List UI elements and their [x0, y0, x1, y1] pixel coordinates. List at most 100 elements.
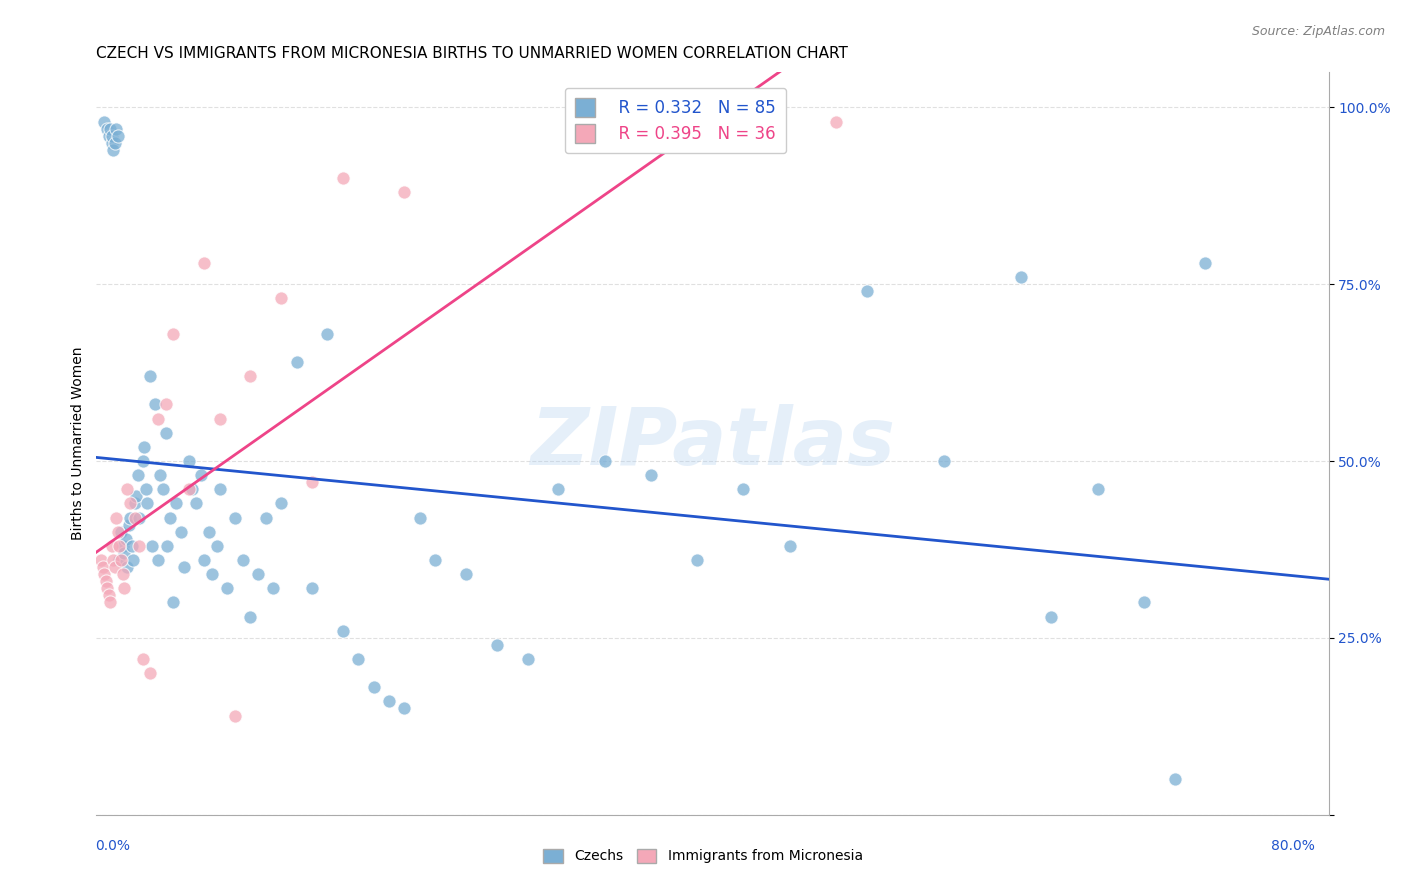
Point — [100, 136, 122, 150]
Point — [186, 496, 208, 510]
Point — [105, 510, 128, 524]
Text: ZIPatlas: ZIPatlas — [530, 404, 896, 483]
Point — [239, 609, 262, 624]
Point — [285, 355, 308, 369]
Point — [201, 567, 224, 582]
Point — [91, 560, 114, 574]
Point — [1194, 256, 1216, 270]
Point — [733, 483, 755, 497]
Point — [409, 510, 432, 524]
Point — [394, 701, 416, 715]
Point — [115, 483, 138, 497]
Point — [118, 517, 141, 532]
Point — [104, 560, 127, 574]
Point — [97, 588, 120, 602]
Point — [110, 524, 132, 539]
Point — [93, 114, 115, 128]
Point — [779, 539, 801, 553]
Point — [177, 454, 200, 468]
Point — [301, 582, 323, 596]
Point — [132, 440, 155, 454]
Point — [94, 574, 117, 589]
Point — [547, 483, 569, 497]
Point — [516, 652, 538, 666]
Point — [124, 510, 146, 524]
Point — [141, 539, 163, 553]
Point — [97, 128, 120, 143]
Point — [205, 539, 228, 553]
Point — [114, 532, 136, 546]
Point — [120, 496, 142, 510]
Point — [111, 567, 134, 582]
Point — [146, 553, 169, 567]
Y-axis label: Births to Unmarried Women: Births to Unmarried Women — [72, 347, 86, 540]
Point — [135, 483, 157, 497]
Point — [96, 121, 118, 136]
Point — [1163, 772, 1185, 787]
Point — [115, 560, 138, 574]
Point — [98, 595, 121, 609]
Point — [208, 483, 231, 497]
Point — [152, 483, 174, 497]
Point — [224, 708, 246, 723]
Point — [263, 582, 285, 596]
Point — [640, 468, 662, 483]
Point — [332, 624, 354, 638]
Point — [193, 553, 215, 567]
Legend: Czechs, Immigrants from Micronesia: Czechs, Immigrants from Micronesia — [538, 843, 868, 869]
Point — [454, 567, 477, 582]
Point — [112, 546, 135, 560]
Point — [254, 510, 277, 524]
Point — [686, 553, 709, 567]
Text: 80.0%: 80.0% — [1271, 838, 1315, 853]
Point — [332, 171, 354, 186]
Point — [165, 496, 187, 510]
Point — [932, 454, 955, 468]
Point — [111, 539, 134, 553]
Point — [124, 496, 146, 510]
Point — [112, 582, 135, 596]
Point — [232, 553, 254, 567]
Point — [301, 475, 323, 490]
Point — [108, 539, 131, 553]
Point — [162, 595, 184, 609]
Point — [108, 553, 131, 567]
Point — [239, 369, 262, 384]
Point — [270, 496, 292, 510]
Point — [90, 553, 112, 567]
Point — [198, 524, 221, 539]
Point — [128, 510, 150, 524]
Point — [103, 553, 125, 567]
Point — [103, 143, 125, 157]
Point — [177, 483, 200, 497]
Point — [107, 128, 129, 143]
Point — [146, 411, 169, 425]
Legend:   R = 0.332   N = 85,   R = 0.395   N = 36: R = 0.332 N = 85, R = 0.395 N = 36 — [565, 88, 786, 153]
Point — [485, 638, 508, 652]
Point — [128, 539, 150, 553]
Point — [125, 489, 148, 503]
Point — [104, 136, 127, 150]
Point — [96, 582, 118, 596]
Point — [156, 539, 179, 553]
Text: 0.0%: 0.0% — [96, 838, 131, 853]
Point — [159, 510, 181, 524]
Point — [136, 496, 159, 510]
Point — [131, 652, 153, 666]
Point — [143, 397, 166, 411]
Point — [127, 468, 149, 483]
Point — [121, 539, 143, 553]
Point — [763, 128, 786, 143]
Point — [98, 121, 121, 136]
Point — [224, 510, 246, 524]
Text: Source: ZipAtlas.com: Source: ZipAtlas.com — [1251, 25, 1385, 38]
Point — [378, 694, 401, 708]
Point — [120, 510, 142, 524]
Point — [208, 411, 231, 425]
Point — [100, 128, 122, 143]
Point — [170, 524, 193, 539]
Point — [122, 553, 145, 567]
Point — [190, 468, 212, 483]
Text: CZECH VS IMMIGRANTS FROM MICRONESIA BIRTHS TO UNMARRIED WOMEN CORRELATION CHART: CZECH VS IMMIGRANTS FROM MICRONESIA BIRT… — [97, 46, 848, 62]
Point — [93, 567, 115, 582]
